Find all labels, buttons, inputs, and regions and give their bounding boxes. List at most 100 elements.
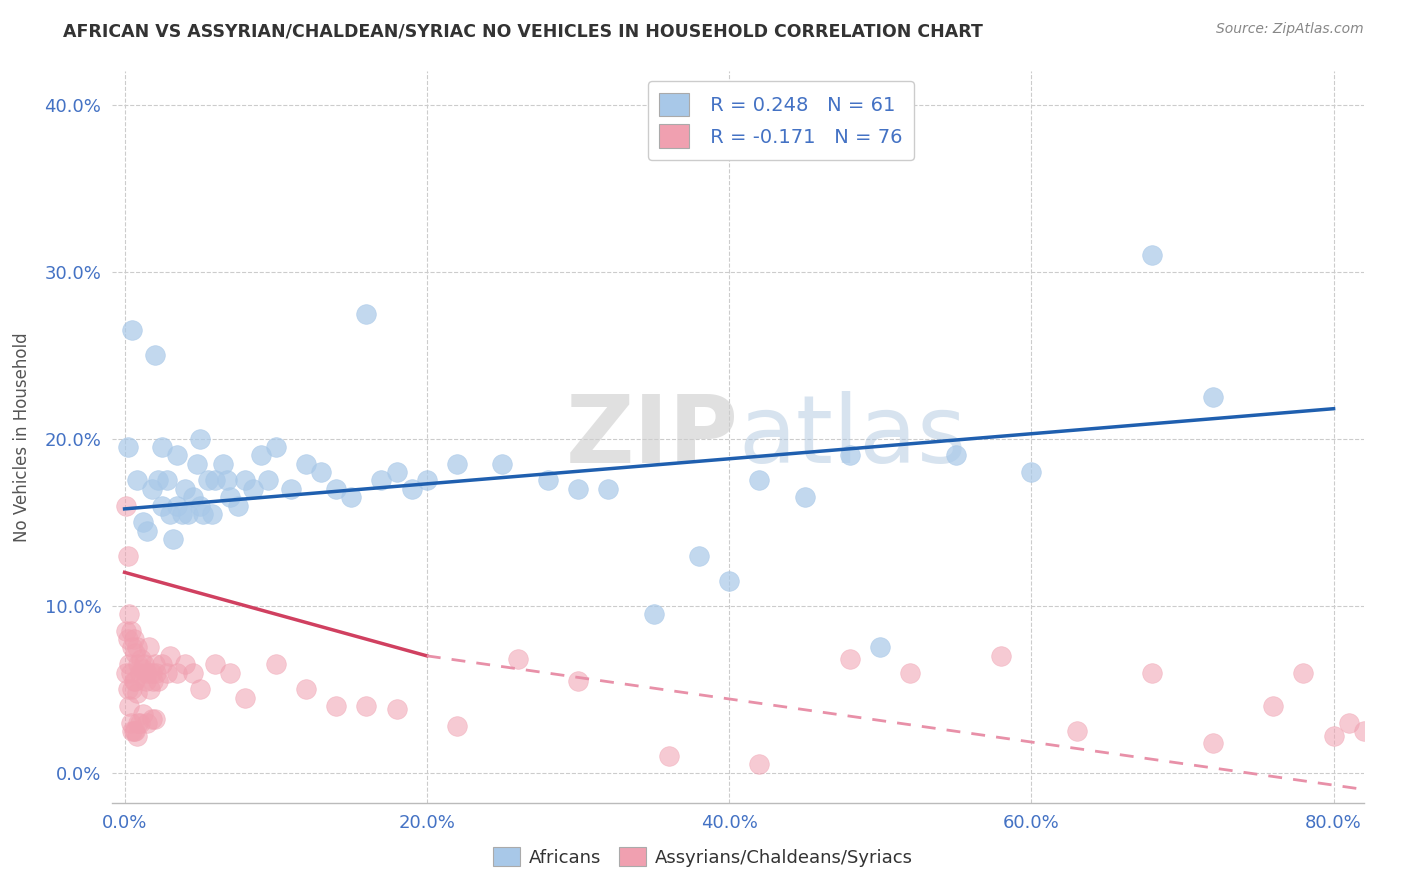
Point	[135, 673, 157, 688]
Point	[598, 482, 620, 496]
Point	[280, 482, 302, 496]
Point	[1142, 665, 1164, 680]
Point	[537, 474, 560, 488]
Point	[131, 662, 153, 676]
Point	[131, 515, 153, 529]
Point	[257, 474, 280, 488]
Point	[177, 507, 200, 521]
Point	[124, 723, 146, 738]
Text: Source: ZipAtlas.com: Source: ZipAtlas.com	[1216, 22, 1364, 37]
Point	[127, 715, 149, 730]
Point	[643, 607, 665, 621]
Point	[125, 729, 148, 743]
Point	[325, 482, 347, 496]
Point	[117, 682, 139, 697]
Point	[146, 474, 169, 488]
Point	[446, 457, 468, 471]
Legend:  R = 0.248   N = 61,  R = -0.171   N = 76: R = 0.248 N = 61, R = -0.171 N = 76	[648, 81, 914, 160]
Point	[150, 440, 173, 454]
Point	[121, 723, 143, 738]
Point	[120, 715, 142, 730]
Point	[945, 449, 967, 463]
Point	[117, 549, 139, 563]
Point	[138, 640, 160, 655]
Point	[191, 507, 214, 521]
Point	[181, 665, 204, 680]
Point	[385, 465, 408, 479]
Point	[124, 646, 146, 660]
Point	[1337, 715, 1360, 730]
Point	[125, 640, 148, 655]
Point	[1263, 698, 1285, 713]
Point	[325, 698, 347, 713]
Point	[181, 490, 204, 504]
Point	[748, 474, 770, 488]
Point	[188, 499, 211, 513]
Point	[1368, 749, 1391, 764]
Point	[219, 490, 242, 504]
Point	[141, 712, 163, 726]
Point	[688, 549, 710, 563]
Point	[136, 665, 159, 680]
Point	[869, 640, 891, 655]
Point	[128, 715, 150, 730]
Point	[990, 648, 1012, 663]
Point	[370, 474, 392, 488]
Point	[150, 657, 173, 672]
Point	[125, 685, 148, 699]
Point	[162, 532, 184, 546]
Point	[1202, 390, 1225, 404]
Point	[295, 457, 318, 471]
Point	[118, 607, 141, 621]
Point	[1323, 729, 1346, 743]
Point	[124, 673, 146, 688]
Point	[141, 665, 163, 680]
Point	[141, 482, 163, 496]
Point	[1353, 723, 1375, 738]
Point	[121, 323, 143, 337]
Point	[839, 652, 862, 666]
Point	[839, 449, 862, 463]
Point	[159, 507, 181, 521]
Point	[150, 499, 173, 513]
Point	[174, 657, 197, 672]
Point	[340, 490, 363, 504]
Point	[1292, 665, 1315, 680]
Point	[115, 499, 138, 513]
Point	[120, 624, 142, 638]
Point	[242, 482, 264, 496]
Point	[156, 665, 179, 680]
Point	[136, 715, 159, 730]
Point	[121, 640, 143, 655]
Point	[1142, 248, 1164, 262]
Point	[122, 723, 145, 738]
Point	[174, 482, 197, 496]
Point	[139, 682, 162, 697]
Point	[121, 682, 143, 697]
Point	[226, 499, 249, 513]
Text: AFRICAN VS ASSYRIAN/CHALDEAN/SYRIAC NO VEHICLES IN HOUSEHOLD CORRELATION CHART: AFRICAN VS ASSYRIAN/CHALDEAN/SYRIAC NO V…	[63, 22, 983, 40]
Point	[186, 457, 208, 471]
Point	[249, 449, 271, 463]
Point	[900, 665, 922, 680]
Point	[120, 665, 142, 680]
Point	[416, 474, 439, 488]
Point	[145, 665, 167, 680]
Point	[506, 652, 529, 666]
Point	[567, 482, 589, 496]
Point	[166, 665, 188, 680]
Point	[204, 474, 226, 488]
Point	[188, 682, 211, 697]
Point	[211, 457, 233, 471]
Y-axis label: No Vehicles in Household: No Vehicles in Household	[13, 332, 31, 542]
Text: ZIP: ZIP	[565, 391, 738, 483]
Point	[385, 702, 408, 716]
Point	[128, 665, 150, 680]
Point	[131, 707, 153, 722]
Legend: Africans, Assyrians/Chaldeans/Syriacs: Africans, Assyrians/Chaldeans/Syriacs	[485, 840, 921, 874]
Point	[217, 474, 239, 488]
Point	[204, 657, 226, 672]
Point	[188, 432, 211, 446]
Point	[125, 474, 148, 488]
Point	[1066, 723, 1088, 738]
